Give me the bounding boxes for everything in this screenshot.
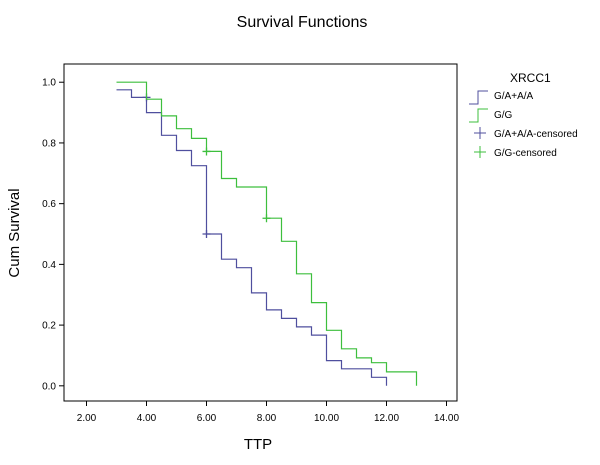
censor-mark-g-a-a-a — [202, 230, 211, 239]
survival-line-g-a-a-a — [116, 89, 388, 386]
x-axis: 2.00 4.00 6.00 8.00 10.00 12.00 14.00 — [77, 401, 459, 424]
y-tick-label: 1.0 — [42, 78, 56, 89]
y-tick-label: 0.8 — [42, 138, 56, 149]
x-axis-label: TTP — [244, 436, 272, 453]
legend-label-g-a-a-a: G/A+A/A — [494, 91, 534, 102]
x-tick-label: 4.00 — [137, 413, 157, 424]
survival-line-g-g — [116, 81, 418, 386]
censor-mark-g-g — [262, 214, 271, 223]
x-tick-label: 12.00 — [374, 413, 399, 424]
y-tick-label: 0.0 — [42, 381, 56, 392]
legend-label-g-g-censored: G/G-censored — [494, 148, 557, 159]
y-axis: 0.0 0.2 0.4 0.6 0.8 1.0 — [42, 78, 64, 392]
x-tick-label: 6.00 — [197, 413, 217, 424]
x-tick-label: 14.00 — [434, 413, 459, 424]
y-axis-label: Cum Survival — [6, 188, 23, 277]
legend-step-icon-g-g — [469, 108, 488, 123]
x-tick-label: 2.00 — [77, 413, 97, 424]
legend-censor-icon-g-g — [474, 146, 486, 158]
x-tick-label: 8.00 — [257, 413, 277, 424]
legend-step-icon-g-a-a-a — [469, 90, 488, 105]
plot-area-frame — [63, 63, 458, 402]
x-tick-label: 10.00 — [314, 413, 339, 424]
legend-censor-icon-g-a-a-a — [474, 127, 486, 139]
y-tick-label: 0.4 — [42, 260, 56, 271]
legend-label-g-g: G/G — [494, 110, 513, 121]
y-tick-label: 0.6 — [42, 199, 56, 210]
y-tick-label: 0.2 — [42, 321, 56, 332]
series-layer — [116, 81, 418, 386]
legend-label-g-a-a-a-censored: G/A+A/A-censored — [494, 129, 578, 140]
censor-mark-g-g — [202, 147, 211, 156]
legend-title: XRCC1 — [510, 71, 551, 85]
chart-title: Survival Functions — [237, 14, 368, 31]
legend: XRCC1 G/A+A/A G/G G/A+A/A-censored G/G-c… — [469, 71, 578, 159]
